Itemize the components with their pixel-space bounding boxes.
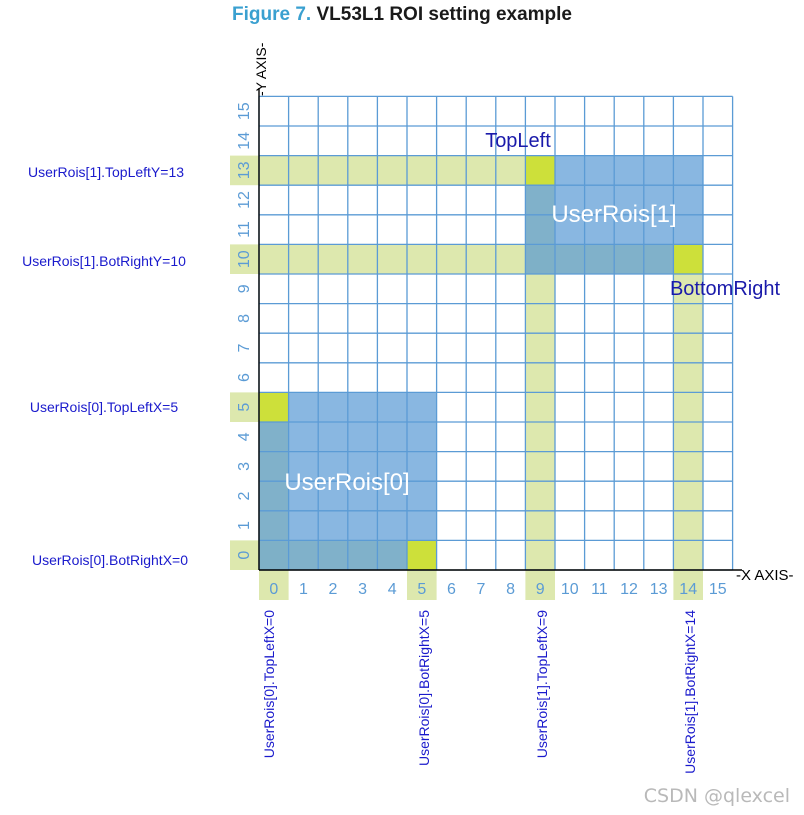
x-tick-label: 4 (388, 581, 397, 598)
x-tick-label: 7 (477, 581, 486, 598)
roi-0-bottom-right-cell (407, 540, 437, 570)
y-axis-label: -Y AXIS- (253, 42, 269, 96)
x-tick-label: 8 (506, 581, 515, 598)
y-tick-label: 11 (236, 221, 253, 238)
y-tick-label: 7 (236, 343, 253, 352)
y-annotation: UserRois[0].BotRightX=0 (32, 552, 188, 568)
figure-caption: VL53L1 ROI setting example (316, 4, 572, 25)
y-tick-label: 6 (236, 373, 253, 382)
y-tick-label: 4 (236, 432, 253, 441)
x-tick-label: 13 (650, 581, 668, 598)
x-tick-label: 1 (299, 581, 308, 598)
y-tick-label: 15 (236, 102, 253, 120)
y-annotation: UserRois[1].BotRightY=10 (22, 253, 186, 269)
y-tick-label: 13 (236, 161, 253, 179)
x-tick-label: 12 (620, 581, 638, 598)
x-annotation: UserRois[0].BotRightX=5 (416, 610, 432, 766)
roi-1-bottom-right-cell (673, 244, 703, 274)
top-left-label: TopLeft (485, 130, 551, 152)
y-annotation: UserRois[1].TopLeftY=13 (28, 164, 184, 180)
x-axis-label: -X AXIS- (736, 567, 794, 584)
x-tick-label: 6 (447, 581, 456, 598)
x-tick-label: 5 (417, 581, 426, 598)
y-tick-label: 5 (236, 403, 253, 412)
y-tick-label: 14 (236, 132, 253, 150)
y-tick-label: 10 (236, 250, 253, 268)
band-x-tick-0 (259, 570, 289, 600)
x-tick-label: 14 (679, 581, 697, 598)
x-annotation: UserRois[0].TopLeftX=0 (261, 610, 277, 758)
x-tick-label: 11 (591, 581, 608, 598)
x-tick-label: 3 (358, 581, 367, 598)
band-x-tick-5 (407, 570, 437, 600)
figure-title: Figure 7. VL53L1 ROI setting example (0, 4, 804, 26)
roi-0-label: UserRois[0] (284, 469, 409, 496)
y-tick-label: 8 (236, 314, 253, 323)
band-col-bot-right-x (673, 244, 703, 570)
y-tick-label: 2 (236, 491, 253, 500)
x-annotation: UserRois[1].BotRightX=14 (682, 610, 698, 774)
band-x-tick-9 (525, 570, 555, 600)
roi-0-top-left-cell (259, 392, 289, 422)
band-y-tick-5 (230, 392, 259, 422)
figure-number: Figure 7. (232, 4, 312, 25)
y-tick-label: 1 (236, 521, 253, 530)
x-tick-label: 15 (709, 581, 727, 598)
x-tick-label: 9 (536, 581, 545, 598)
bottom-right-label: BottomRight (670, 278, 780, 300)
roi-1-top-left-cell (525, 155, 555, 186)
y-tick-label: 0 (236, 551, 253, 560)
band-x-tick-14 (673, 570, 703, 600)
x-annotation: UserRois[1].TopLeftX=9 (534, 610, 550, 758)
band-row-top-left-y (259, 155, 526, 186)
x-tick-label: 2 (329, 581, 338, 598)
y-tick-label: 9 (236, 284, 253, 293)
band-y-tick-0 (230, 540, 259, 570)
band-y-tick-13 (230, 155, 259, 186)
band-y-tick-10 (230, 244, 259, 274)
roi-1-label: UserRois[1] (551, 201, 676, 228)
y-annotation: UserRois[0].TopLeftX=5 (30, 399, 178, 415)
watermark: CSDN @qlexcel (643, 785, 790, 807)
x-tick-label: 0 (269, 581, 278, 598)
y-tick-label: 3 (236, 462, 253, 471)
y-tick-label: 12 (236, 191, 253, 209)
x-tick-label: 10 (561, 581, 579, 598)
